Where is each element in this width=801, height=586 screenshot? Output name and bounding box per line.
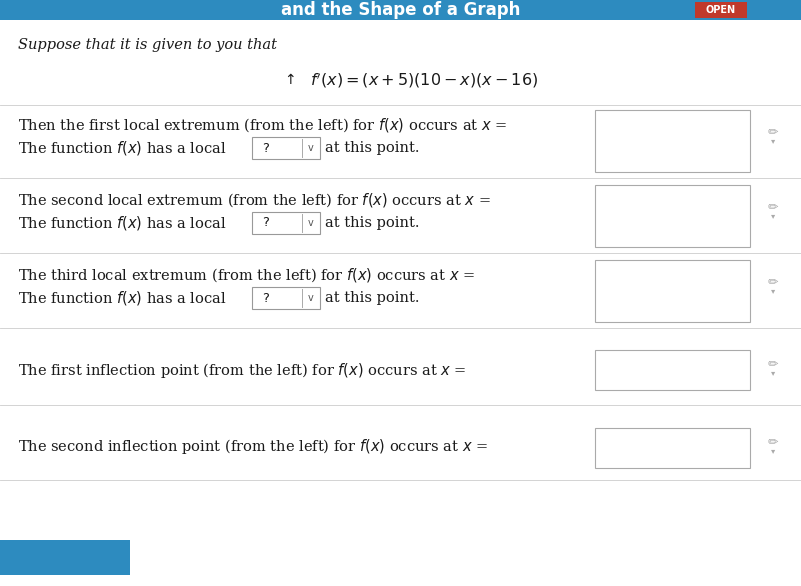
Bar xyxy=(695,2,747,18)
Bar xyxy=(595,260,750,322)
Text: Suppose that it is given to you that: Suppose that it is given to you that xyxy=(18,38,277,52)
Text: The second local extremum (from the left) for $f(x)$ occurs at $x$ =: The second local extremum (from the left… xyxy=(18,191,491,209)
Text: ✏: ✏ xyxy=(767,359,779,372)
Text: ▾: ▾ xyxy=(771,212,775,220)
Bar xyxy=(0,0,801,20)
Bar xyxy=(252,212,320,234)
Text: ✏: ✏ xyxy=(767,277,779,289)
Text: ?: ? xyxy=(262,141,269,155)
Text: ▾: ▾ xyxy=(771,447,775,455)
Text: ▾: ▾ xyxy=(771,137,775,145)
Bar xyxy=(595,428,750,468)
Text: v: v xyxy=(308,218,314,228)
Bar xyxy=(595,185,750,247)
Bar xyxy=(0,540,130,575)
Text: OPEN: OPEN xyxy=(706,5,736,15)
Bar xyxy=(252,287,320,309)
Text: ?: ? xyxy=(262,291,269,305)
Text: ▾: ▾ xyxy=(771,369,775,377)
Text: The function $f(x)$ has a local: The function $f(x)$ has a local xyxy=(18,289,227,307)
Text: at this point.: at this point. xyxy=(325,291,420,305)
Text: The function $f(x)$ has a local: The function $f(x)$ has a local xyxy=(18,214,227,232)
Text: ✏: ✏ xyxy=(767,202,779,214)
Text: ▾: ▾ xyxy=(771,287,775,295)
Bar xyxy=(595,110,750,172)
Text: The function $f(x)$ has a local: The function $f(x)$ has a local xyxy=(18,139,227,157)
Bar xyxy=(252,137,320,159)
Bar xyxy=(595,350,750,390)
Text: and the Shape of a Graph: and the Shape of a Graph xyxy=(281,1,520,19)
Text: at this point.: at this point. xyxy=(325,216,420,230)
Text: at this point.: at this point. xyxy=(325,141,420,155)
Text: ?: ? xyxy=(262,216,269,230)
Text: ✏: ✏ xyxy=(767,437,779,449)
Text: The second inflection point (from the left) for $f(x)$ occurs at $x$ =: The second inflection point (from the le… xyxy=(18,438,488,456)
Text: The third local extremum (from the left) for $f(x)$ occurs at $x$ =: The third local extremum (from the left)… xyxy=(18,266,475,284)
Text: ✏: ✏ xyxy=(767,127,779,139)
Text: The first inflection point (from the left) for $f(x)$ occurs at $x$ =: The first inflection point (from the lef… xyxy=(18,360,466,380)
Text: v: v xyxy=(308,143,314,153)
Text: ↑: ↑ xyxy=(284,73,296,87)
Text: $f'(x) = (x + 5)(10 - x)(x - 16)$: $f'(x) = (x + 5)(10 - x)(x - 16)$ xyxy=(310,70,538,90)
Text: Then the first local extremum (from the left) for $f(x)$ occurs at $x$ =: Then the first local extremum (from the … xyxy=(18,116,507,134)
Text: v: v xyxy=(308,293,314,303)
